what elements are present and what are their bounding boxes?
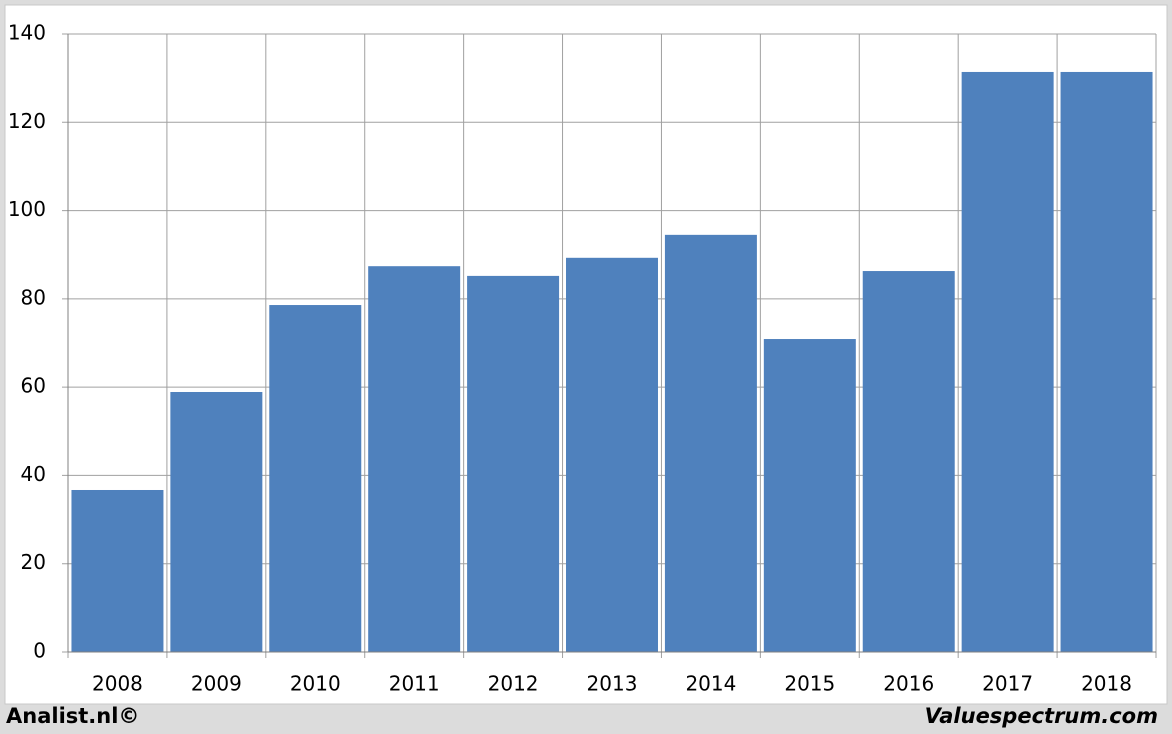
footer-left: Analist.nl© — [6, 704, 139, 728]
y-tick-label: 80 — [21, 285, 46, 309]
bar — [566, 257, 658, 652]
bar — [71, 489, 164, 652]
bar — [862, 271, 955, 652]
bar — [763, 339, 856, 652]
x-tick-label: 2012 — [488, 672, 539, 696]
bar — [664, 234, 757, 652]
y-tick-label: 140 — [8, 21, 46, 45]
bar — [170, 391, 263, 652]
x-tick-label: 2015 — [784, 672, 835, 696]
bar — [269, 305, 362, 652]
x-tick-label: 2008 — [92, 672, 143, 696]
y-tick-label: 120 — [8, 109, 46, 133]
x-tick-label: 2017 — [982, 672, 1033, 696]
y-tick-label: 40 — [21, 462, 46, 486]
x-tick-label: 2018 — [1081, 672, 1132, 696]
bar — [1060, 71, 1153, 652]
y-tick-label: 20 — [21, 550, 46, 574]
y-tick-label: 0 — [33, 639, 46, 663]
x-tick-label: 2010 — [290, 672, 341, 696]
x-tick-label: 2014 — [685, 672, 736, 696]
x-tick-label: 2016 — [883, 672, 934, 696]
x-tick-label: 2013 — [587, 672, 638, 696]
bar — [467, 275, 560, 652]
footer-right: Valuespectrum.com — [925, 704, 1158, 728]
y-tick-label: 100 — [8, 197, 46, 221]
x-tick-label: 2011 — [389, 672, 440, 696]
x-tick-label: 2009 — [191, 672, 242, 696]
y-tick-label: 60 — [21, 374, 46, 398]
bar — [961, 71, 1054, 652]
bar — [368, 266, 461, 652]
